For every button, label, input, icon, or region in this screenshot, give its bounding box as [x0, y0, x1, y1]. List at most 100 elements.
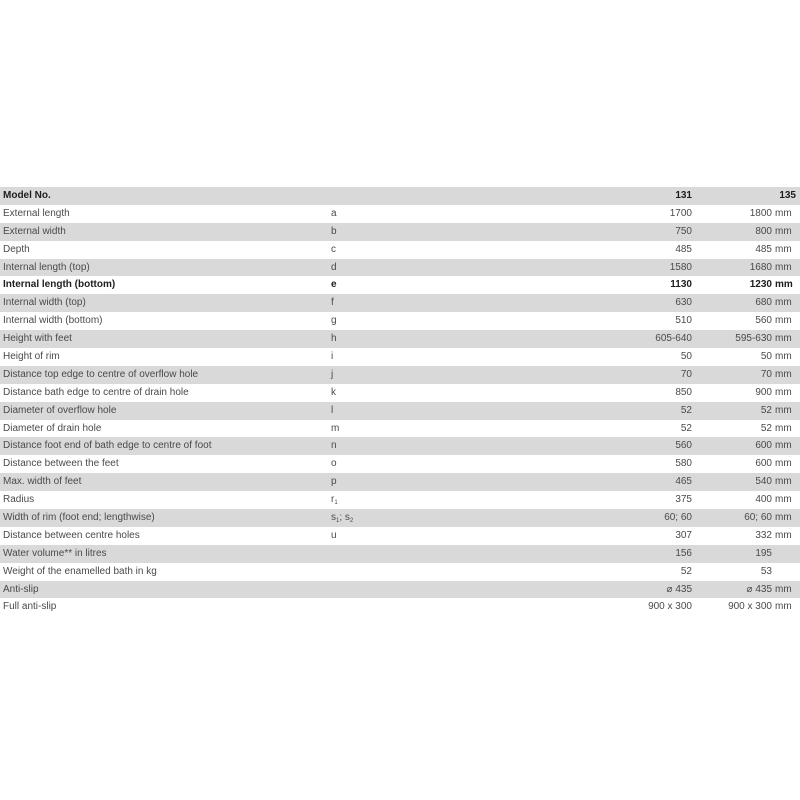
table-row: Distance between the feet o 580 600 mm — [0, 455, 800, 473]
row-label: Internal width (top) — [3, 297, 86, 309]
symbol-part: n — [331, 440, 337, 452]
unit-label: mm — [775, 261, 792, 273]
row-label: Width of rim (foot end; lengthwise) — [3, 512, 155, 524]
symbol-part: m — [331, 422, 340, 434]
value-model-131: 1580 — [669, 261, 692, 273]
value-model-135: 600 — [755, 458, 772, 470]
symbol-part: s — [331, 512, 336, 524]
value-model-131: 52 — [680, 422, 692, 434]
symbol-part: d — [331, 261, 337, 273]
table-row: Internal width (top) f 630 680 mm — [0, 294, 800, 313]
row-symbol: n — [331, 437, 337, 455]
unit-label: mm — [775, 440, 792, 452]
value-model-131: 630 — [675, 297, 692, 309]
row-label: Anti-slip — [3, 583, 39, 595]
value-model-135: 52 — [760, 422, 772, 434]
unit-label: mm — [775, 207, 792, 219]
table-row: Max. width of feet p 465 540 mm — [0, 473, 800, 492]
value-model-131: 510 — [675, 315, 692, 327]
value-model-131: 560 — [675, 440, 692, 452]
row-label: External width — [3, 225, 66, 237]
value-model-131: 465 — [675, 476, 692, 488]
symbol-part: j — [331, 368, 334, 380]
unit-label: mm — [775, 243, 792, 255]
header-model-135: 135 — [779, 190, 796, 201]
table-row: Distance bath edge to centre of drain ho… — [0, 384, 800, 402]
row-symbol: m — [331, 420, 339, 438]
value-model-135: 60; 60 — [744, 512, 772, 524]
value-model-131: 375 — [675, 494, 692, 506]
unit-label: mm — [775, 512, 792, 524]
row-label: Internal length (bottom) — [3, 279, 116, 291]
value-model-135: 560 — [755, 315, 772, 327]
symbol-part: g — [331, 315, 337, 327]
table-row: Internal width (bottom) g 510 560 mm — [0, 312, 800, 330]
row-label: Max. width of feet — [3, 476, 82, 488]
row-symbol: c — [331, 241, 336, 259]
row-symbol: o — [331, 455, 337, 473]
value-model-135: 485 — [755, 243, 772, 255]
row-symbol: e — [331, 276, 337, 294]
row-label: Depth — [3, 243, 30, 255]
row-label: Internal length (top) — [3, 261, 90, 273]
value-model-131: 850 — [675, 386, 692, 398]
value-model-135: 1800 — [749, 207, 772, 219]
value-model-131: 60; 60 — [664, 512, 692, 524]
table-row: Internal length (bottom) e 1130 1230 mm — [0, 276, 800, 294]
value-model-131: 307 — [675, 529, 692, 541]
unit-label: mm — [775, 225, 792, 237]
unit-label: mm — [775, 351, 792, 363]
value-model-131: 485 — [675, 243, 692, 255]
row-label: Weight of the enamelled bath in kg — [3, 565, 157, 577]
row-label: Distance bath edge to centre of drain ho… — [3, 386, 189, 398]
table-row: Distance top edge to centre of overflow … — [0, 365, 800, 384]
table-row: Full anti-slip 900 x 300 900 x 300 mm — [0, 598, 800, 616]
header-label: Model No. — [3, 190, 51, 201]
unit-label: mm — [775, 279, 793, 291]
specifications-table: Model No. 131 135 External length a 1700 18… — [0, 187, 800, 616]
value-model-135: 595-630 — [735, 333, 772, 345]
row-label: Height with feet — [3, 333, 72, 345]
row-symbol: u — [331, 527, 337, 545]
symbol-part: l — [331, 404, 334, 416]
row-label: Water volume** in litres — [3, 547, 107, 559]
unit-label: mm — [775, 529, 792, 541]
symbol-part: ; — [339, 512, 345, 524]
row-label: Radius — [3, 494, 35, 506]
value-model-135: 53 — [760, 565, 772, 577]
row-label: Diameter of overflow hole — [3, 404, 117, 416]
table-row: Diameter of drain hole m 52 52 mm — [0, 420, 800, 438]
table-row: Weight of the enamelled bath in kg 52 53 — [0, 563, 800, 581]
symbol-part: i — [331, 351, 334, 363]
value-model-135: ⌀ 435 — [746, 583, 772, 595]
value-model-131: 156 — [675, 547, 692, 559]
table-row: Diameter of overflow hole l 52 52 mm — [0, 401, 800, 420]
row-label: Distance between the feet — [3, 458, 119, 470]
row-symbol: p — [331, 473, 337, 491]
value-model-135: 400 — [755, 494, 772, 506]
row-label: Distance top edge to centre of overflow … — [3, 368, 199, 380]
value-model-131: 580 — [675, 458, 692, 470]
symbol-part: a — [331, 207, 337, 219]
row-label: Diameter of drain hole — [3, 422, 102, 434]
value-model-135: 332 — [755, 529, 772, 541]
value-model-135: 50 — [760, 351, 772, 363]
row-label: Distance between centre holes — [3, 529, 140, 541]
table-row: Height of rim i 50 50 mm — [0, 348, 800, 366]
table-row: Depth c 485 485 mm — [0, 241, 800, 259]
row-symbol: r1 — [331, 491, 338, 509]
value-model-135: 195 — [755, 547, 772, 559]
unit-label: mm — [775, 297, 792, 309]
symbol-part: u — [331, 529, 337, 541]
symbol-subscript: 1 — [336, 518, 340, 525]
symbol-part: b — [331, 225, 337, 237]
unit-label: mm — [775, 368, 792, 380]
value-model-135: 1680 — [749, 261, 772, 273]
row-symbol: a — [331, 205, 337, 223]
row-symbol: s1; s2 — [331, 509, 353, 527]
value-model-131: 50 — [680, 351, 692, 363]
table-header-row: Model No. 131 135 — [0, 187, 800, 205]
value-model-135: 680 — [755, 297, 772, 309]
value-model-135: 52 — [760, 404, 772, 416]
value-model-135: 540 — [755, 476, 772, 488]
